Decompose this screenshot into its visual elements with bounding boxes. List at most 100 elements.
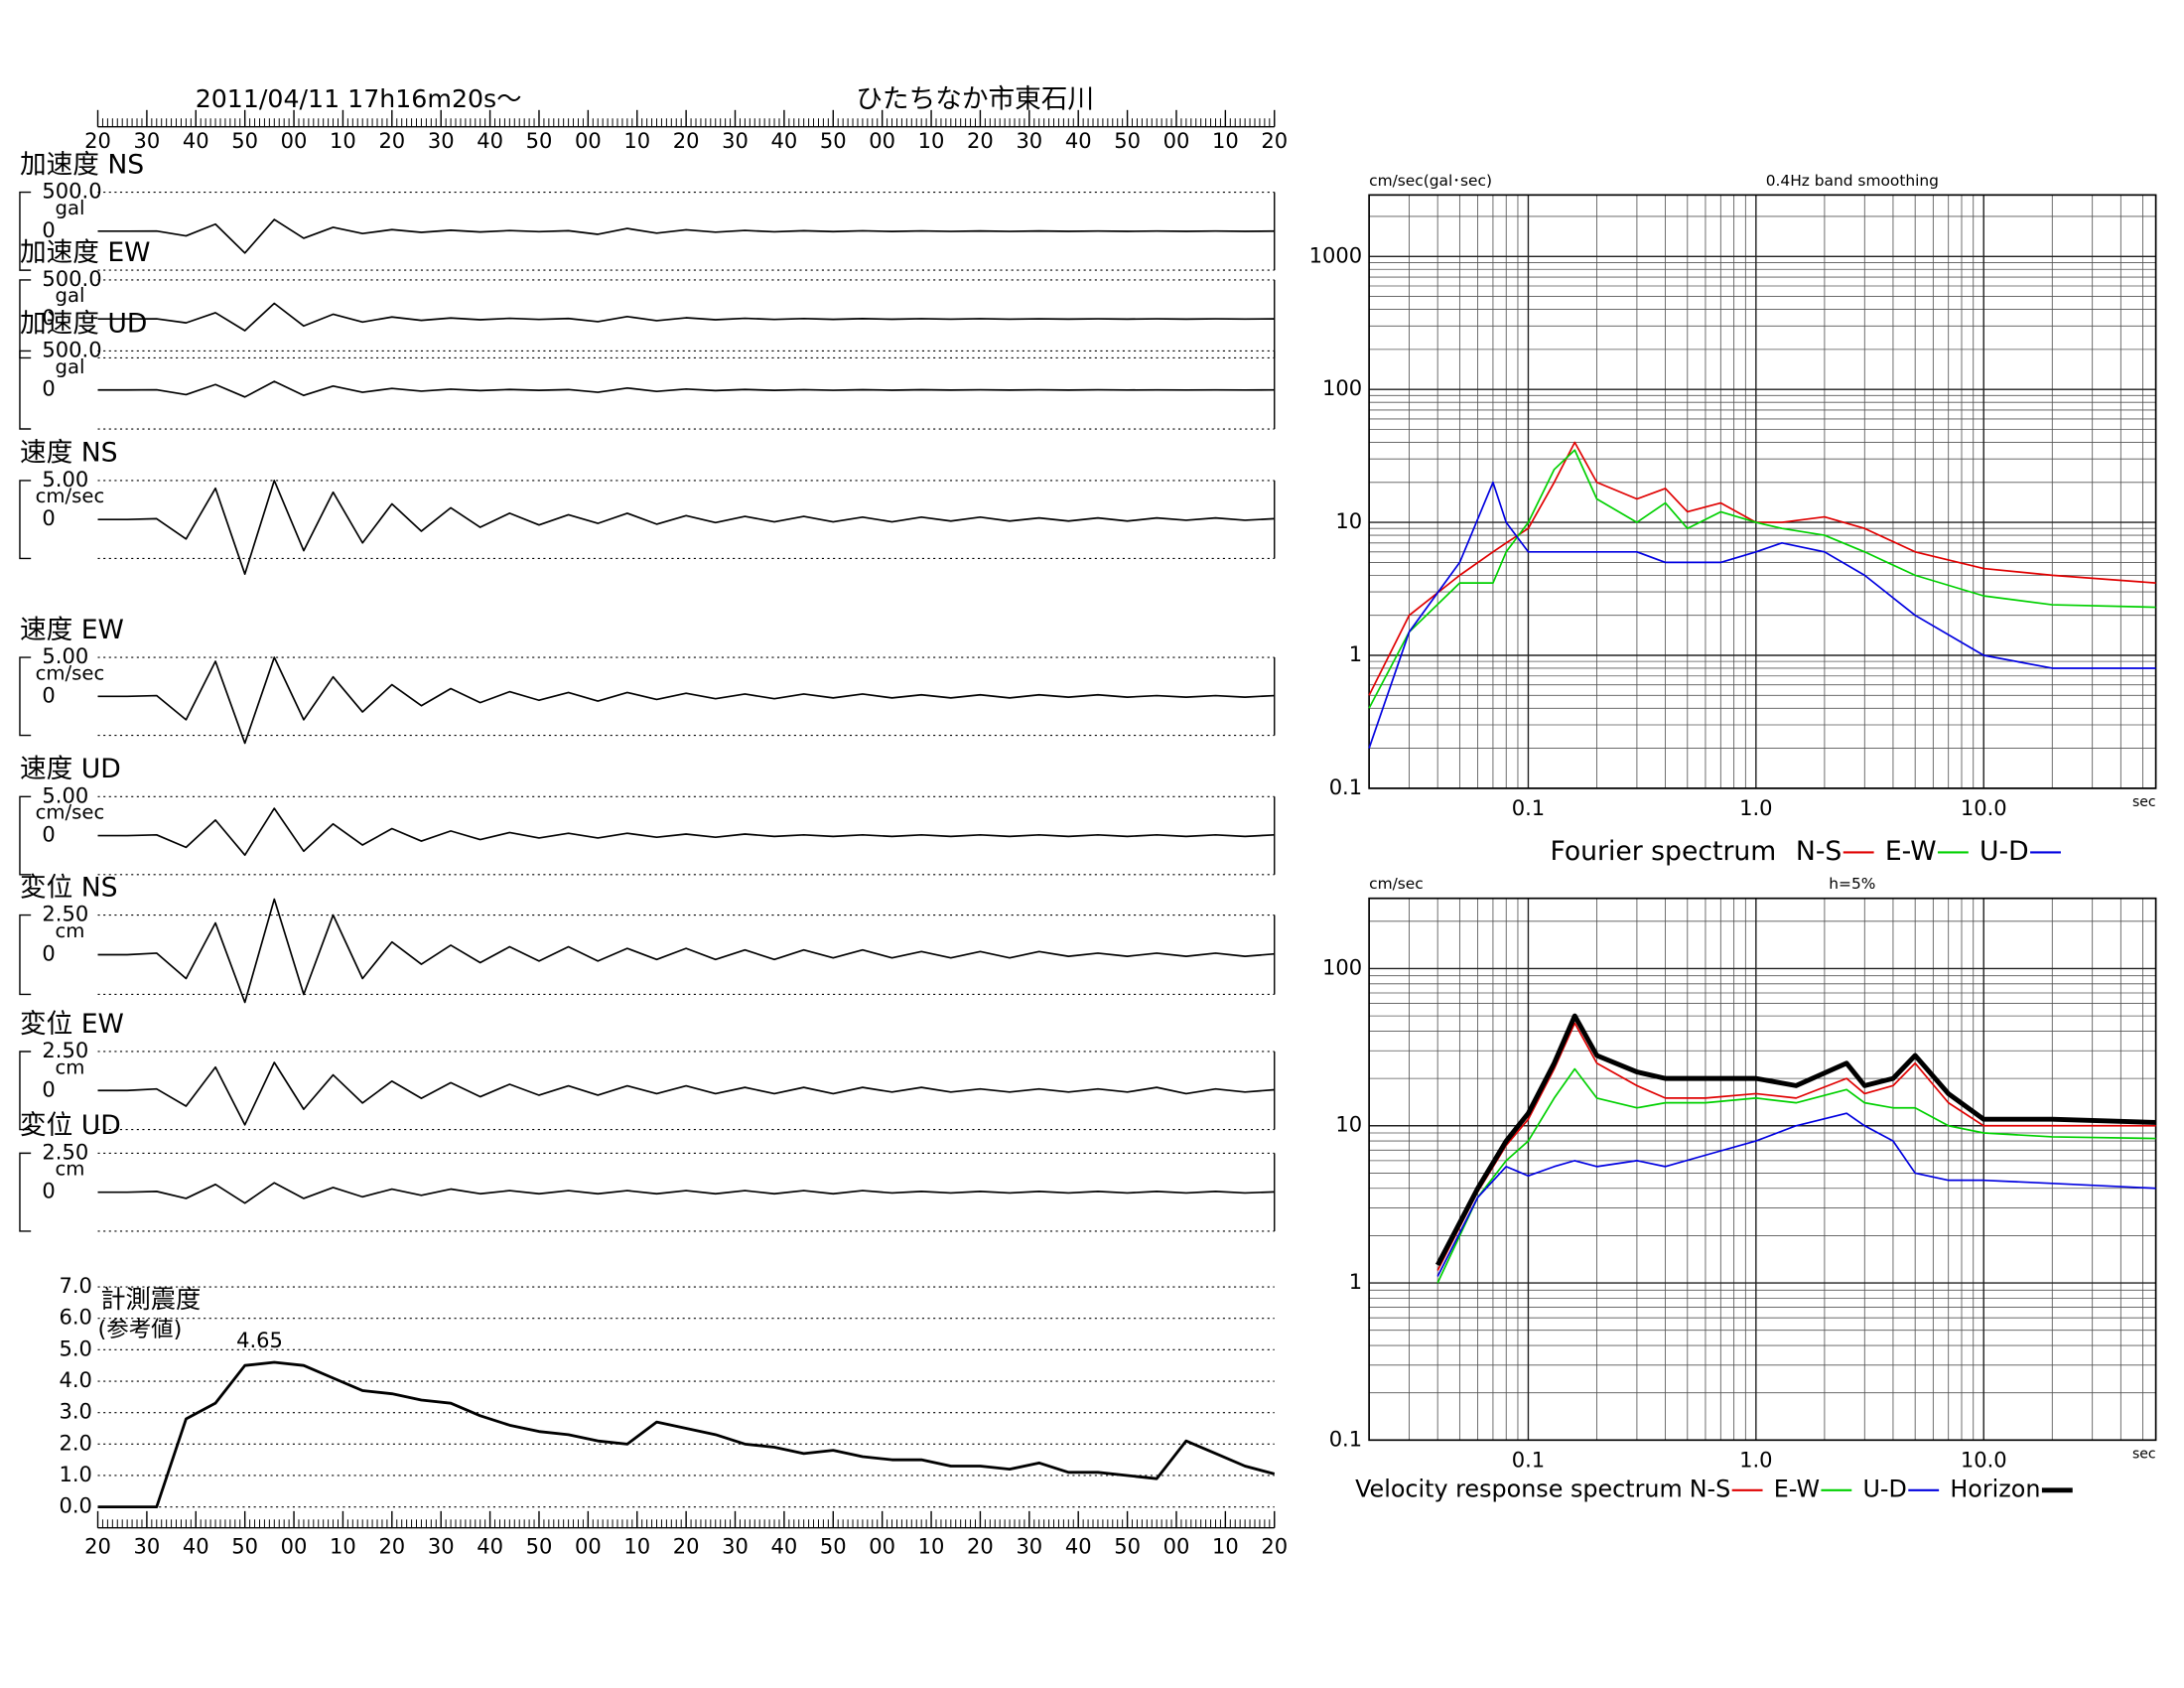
- y-tick-label: 0: [42, 505, 55, 530]
- x-tick-label: 00: [281, 128, 308, 153]
- y-tick-label: 0: [42, 217, 55, 242]
- x-tick-label: 00: [869, 1533, 895, 1558]
- x-tick-label: 30: [428, 128, 455, 153]
- x-tick-label: 30: [134, 1533, 161, 1558]
- x-tick-label: 1.0: [1739, 1447, 1772, 1472]
- legend-title: Velocity response spectrum: [1355, 1475, 1683, 1502]
- x-tick-label: 40: [771, 128, 798, 153]
- x-axis-unit: sec: [2132, 794, 2156, 810]
- y-tick-label: 0: [42, 305, 55, 330]
- y-tick-label: 3.0: [59, 1399, 91, 1424]
- bracket: [19, 795, 32, 876]
- x-tick-label: 20: [673, 128, 700, 153]
- y-tick-label: 0: [42, 376, 55, 401]
- channel-label: 加速度 UD: [20, 308, 147, 339]
- x-tick-label: 40: [771, 1533, 798, 1558]
- x-tick-label: 40: [183, 128, 209, 153]
- x-tick-label: 30: [134, 128, 161, 153]
- unit-label: gal: [55, 355, 84, 378]
- x-tick-label: 50: [1114, 128, 1141, 153]
- y-tick-label: 500.0: [42, 337, 101, 361]
- y-tick-label: 0.1: [1329, 1426, 1362, 1451]
- x-tick-label: 10: [1212, 1533, 1239, 1558]
- y-tick-label: 100: [1322, 375, 1362, 400]
- y-tick-label: 5.00: [42, 782, 88, 807]
- y-tick-label: 5.0: [59, 1336, 91, 1360]
- trace: [97, 1061, 1275, 1126]
- chart-title: 計測震度: [100, 1285, 201, 1314]
- trace: [97, 656, 1275, 745]
- channel-label: 速度 UD: [20, 754, 121, 784]
- bracket: [19, 656, 32, 737]
- x-tick-label: 40: [1065, 128, 1092, 153]
- x-tick-label: 40: [477, 1533, 503, 1558]
- y-tick-label: 2.50: [42, 902, 88, 926]
- plot-frame: [1368, 897, 2157, 1442]
- spectrum-line: [1435, 1013, 2156, 1267]
- unit-label: gal: [55, 284, 84, 307]
- x-tick-label: 10: [623, 1533, 650, 1558]
- x-tick-label: 30: [722, 1533, 749, 1558]
- x-tick-label: 40: [1065, 1533, 1092, 1558]
- unit-label: cm/sec: [36, 485, 105, 507]
- x-tick-label: 30: [1016, 128, 1042, 153]
- trace: [97, 302, 1275, 332]
- y-tick-label: 4.0: [59, 1367, 91, 1392]
- legend-label: E-W: [1774, 1475, 1820, 1502]
- station-name: ひたちなか市東石川: [856, 83, 1094, 114]
- unit-label: cm/sec: [36, 801, 105, 824]
- trace: [97, 1360, 1276, 1509]
- y-tick-label: 1.0: [59, 1462, 91, 1486]
- y-tick-label: 10: [1335, 1112, 1362, 1137]
- spectrum-line: [1368, 441, 2156, 696]
- y-tick-label: 500.0: [42, 179, 101, 204]
- legend-label: E-W: [1885, 836, 1937, 867]
- bracket: [19, 1051, 32, 1131]
- y-tick-label: 1: [1349, 641, 1362, 666]
- x-tick-label: 10.0: [1961, 1447, 2007, 1472]
- x-tick-label: 30: [428, 1533, 455, 1558]
- y-tick-label: 0.1: [1329, 774, 1362, 799]
- y-tick-label: 5.00: [42, 643, 88, 668]
- y-tick-label: 0: [42, 682, 55, 707]
- y-tick-label: 100: [1322, 954, 1362, 979]
- spectrum-line: [1436, 1112, 2156, 1277]
- record-date: 2011/04/11 17h16m20s〜: [196, 84, 522, 113]
- y-tick-label: 10: [1335, 508, 1362, 533]
- x-tick-label: 00: [281, 1533, 308, 1558]
- channel-label: 変位 EW: [20, 1009, 124, 1040]
- legend-label: Horizon: [1950, 1475, 2040, 1502]
- x-tick-label: 00: [869, 128, 895, 153]
- x-tick-label: 00: [1163, 128, 1190, 153]
- x-tick-label: 00: [1163, 1533, 1190, 1558]
- legend-label: N-S: [1796, 836, 1842, 867]
- x-tick-label: 50: [1114, 1533, 1141, 1558]
- x-tick-label: 40: [183, 1533, 209, 1558]
- y-tick-label: 5.00: [42, 467, 88, 492]
- x-tick-label: 10: [918, 1533, 945, 1558]
- trace: [97, 898, 1275, 1004]
- legend-label: N-S: [1690, 1475, 1731, 1502]
- channel-label: 変位 NS: [20, 872, 118, 903]
- y-tick-label: 6.0: [59, 1305, 91, 1330]
- channel-label: 加速度 EW: [20, 237, 151, 268]
- y-tick-label: 1: [1349, 1269, 1362, 1294]
- x-tick-label: 10: [1212, 128, 1239, 153]
- bracket: [19, 914, 32, 996]
- unit-label: cm: [56, 1158, 85, 1181]
- channel-label: 加速度 NS: [20, 149, 144, 180]
- trace: [97, 480, 1275, 576]
- x-tick-label: 20: [378, 128, 405, 153]
- x-tick-label: 50: [526, 128, 553, 153]
- x-tick-label: 30: [722, 128, 749, 153]
- x-tick-label: 0.1: [1512, 795, 1545, 820]
- y-tick-label: 2.50: [42, 1139, 88, 1164]
- x-tick-label: 20: [378, 1533, 405, 1558]
- y-tick-label: 2.50: [42, 1038, 88, 1062]
- bracket: [19, 279, 32, 359]
- x-tick-label: 20: [84, 1533, 111, 1558]
- y-axis-unit: cm/sec: [1369, 875, 1424, 893]
